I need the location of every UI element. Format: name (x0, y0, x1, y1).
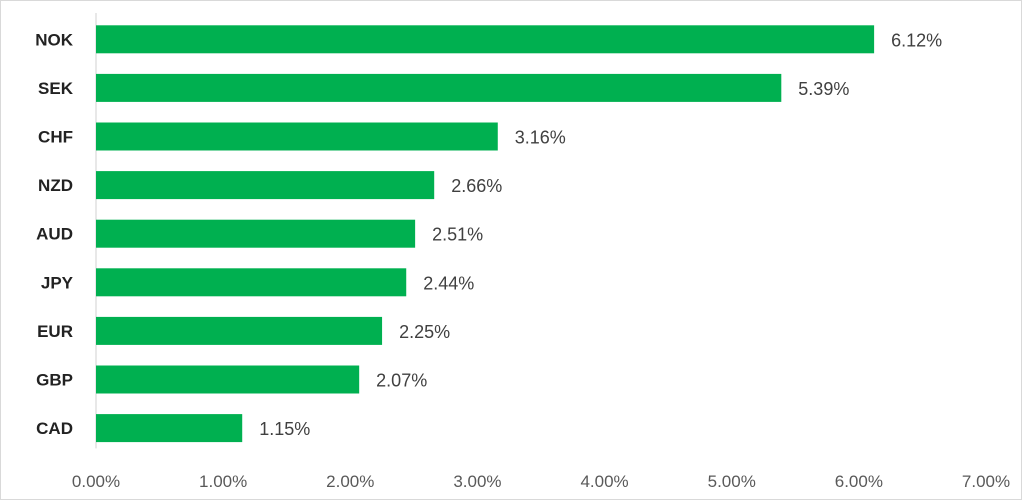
data-label: 2.66% (451, 176, 502, 196)
x-tick-label: 3.00% (453, 472, 501, 491)
category-label: EUR (37, 322, 73, 341)
bar (96, 25, 875, 54)
category-label: GBP (36, 371, 73, 390)
category-label: JPY (41, 273, 74, 292)
data-label: 6.12% (891, 30, 942, 50)
data-label: 2.51% (432, 225, 483, 245)
bar (96, 316, 383, 345)
category-label: AUD (36, 225, 73, 244)
category-label: NZD (38, 176, 73, 195)
data-label: 1.15% (259, 419, 310, 439)
x-tick-label: 2.00% (326, 472, 374, 491)
x-tick-label: 6.00% (835, 472, 883, 491)
data-label: 3.16% (515, 128, 566, 148)
x-tick-label: 7.00% (962, 472, 1010, 491)
x-tick-label: 1.00% (199, 472, 247, 491)
category-label: NOK (35, 30, 74, 49)
bar (96, 122, 498, 151)
bar (96, 73, 782, 102)
bar (96, 365, 360, 394)
bar (96, 171, 435, 200)
category-label: CAD (36, 419, 73, 438)
bar (96, 414, 243, 443)
data-label: 2.25% (399, 322, 450, 342)
x-tick-label: 5.00% (708, 472, 756, 491)
bar (96, 219, 416, 248)
category-label: SEK (38, 79, 74, 98)
data-label: 5.39% (798, 79, 849, 99)
category-label: CHF (38, 128, 73, 147)
data-label: 2.44% (423, 273, 474, 293)
x-tick-label: 4.00% (580, 472, 628, 491)
x-tick-label: 0.00% (72, 472, 120, 491)
bar (96, 268, 407, 297)
data-label: 2.07% (376, 371, 427, 391)
